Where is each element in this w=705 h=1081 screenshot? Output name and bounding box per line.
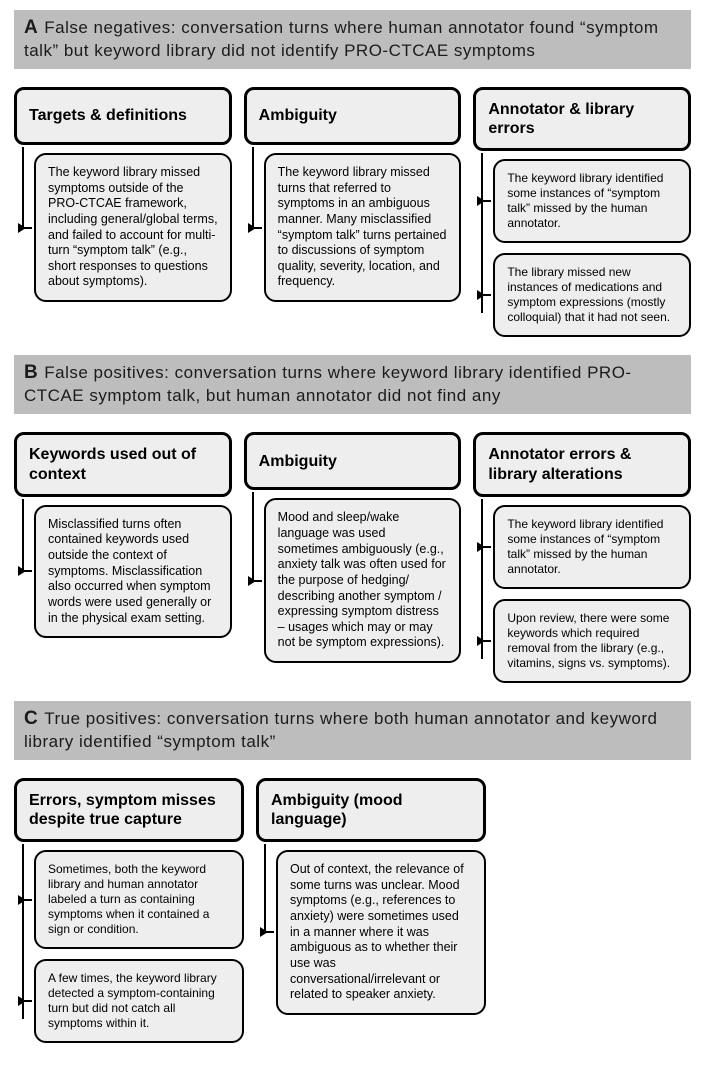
arrow-connector-icon [14, 505, 34, 638]
column: Keywords used out of context Misclassifie… [14, 432, 232, 682]
description-box: The keyword library missed symptoms outs… [34, 153, 232, 302]
column: Ambiguity (mood language) Out of context,… [256, 778, 486, 1043]
category-heading: Keywords used out of context [14, 432, 232, 496]
description-stack: The keyword library identified some inst… [473, 159, 691, 337]
description-box: Mood and sleep/wake language was used so… [264, 498, 462, 663]
section-lead-letter: B [24, 362, 38, 383]
description-box: Misclassified turns often contained keyw… [34, 505, 232, 638]
arrow-connector-icon [244, 498, 264, 663]
description-row: The keyword library missed turns that re… [244, 153, 462, 302]
column: Annotator errors & library alterations Th… [473, 432, 691, 682]
column: Errors, symptom misses despite true capt… [14, 778, 244, 1043]
description-box: Upon review, there were some keywords wh… [493, 599, 691, 683]
description-stack: Mood and sleep/wake language was used so… [244, 498, 462, 663]
category-heading: Errors, symptom misses despite true capt… [14, 778, 244, 842]
vertical-line [22, 844, 24, 1019]
vertical-line [481, 499, 483, 659]
category-heading: Ambiguity [244, 432, 462, 490]
columns-row: Keywords used out of context Misclassifie… [14, 432, 691, 682]
description-row: Mood and sleep/wake language was used so… [244, 498, 462, 663]
arrow-connector-icon [473, 159, 493, 243]
description-box: The keyword library missed turns that re… [264, 153, 462, 302]
description-row: Misclassified turns often contained keyw… [14, 505, 232, 638]
columns-row: Targets & definitions The keyword library… [14, 87, 691, 337]
arrow-connector-icon [256, 850, 276, 1015]
section-a: AFalse negatives: conversation turns whe… [14, 10, 691, 337]
column: Annotator & library errors The keyword li… [473, 87, 691, 337]
arrow-connector-icon [14, 850, 34, 949]
section-lead-letter: A [24, 17, 38, 38]
description-row: Sometimes, both the keyword library and … [14, 850, 244, 949]
arrow-connector-icon [14, 153, 34, 302]
section-header: AFalse negatives: conversation turns whe… [14, 10, 691, 69]
arrow-connector-icon [473, 505, 493, 589]
description-row: A few times, the keyword library detecte… [14, 959, 244, 1043]
description-row: The library missed new instances of medi… [473, 253, 691, 337]
column: Ambiguity Mood and sleep/wake language wa… [244, 432, 462, 682]
description-box: Sometimes, both the keyword library and … [34, 850, 244, 949]
description-row: The keyword library missed symptoms outs… [14, 153, 232, 302]
category-heading: Annotator errors & library alterations [473, 432, 691, 496]
column: Targets & definitions The keyword library… [14, 87, 232, 337]
category-heading: Ambiguity (mood language) [256, 778, 486, 842]
arrow-connector-icon [473, 253, 493, 337]
description-stack: Sometimes, both the keyword library and … [14, 850, 244, 1043]
arrow-connector-icon [244, 153, 264, 302]
description-stack: The keyword library identified some inst… [473, 505, 691, 683]
section-c: CTrue positives: conversation turns wher… [14, 701, 691, 1043]
description-row: Upon review, there were some keywords wh… [473, 599, 691, 683]
description-box: Out of context, the relevance of some tu… [276, 850, 486, 1015]
section-b: BFalse positives: conversation turns whe… [14, 355, 691, 682]
description-stack: The keyword library missed turns that re… [244, 153, 462, 302]
description-box: The keyword library identified some inst… [493, 159, 691, 243]
section-header: BFalse positives: conversation turns whe… [14, 355, 691, 414]
category-heading: Ambiguity [244, 87, 462, 145]
arrow-connector-icon [473, 599, 493, 683]
description-stack: Out of context, the relevance of some tu… [256, 850, 486, 1015]
description-row: The keyword library identified some inst… [473, 505, 691, 589]
section-title-text: False negatives: conversation turns wher… [24, 18, 659, 60]
columns-row: Errors, symptom misses despite true capt… [14, 778, 691, 1043]
category-heading: Targets & definitions [14, 87, 232, 145]
description-row: The keyword library identified some inst… [473, 159, 691, 243]
section-header: CTrue positives: conversation turns wher… [14, 701, 691, 760]
description-stack: The keyword library missed symptoms outs… [14, 153, 232, 302]
description-row: Out of context, the relevance of some tu… [256, 850, 486, 1015]
column: Ambiguity The keyword library missed turn… [244, 87, 462, 337]
description-box: A few times, the keyword library detecte… [34, 959, 244, 1043]
section-title-text: True positives: conversation turns where… [24, 709, 657, 751]
description-box: The keyword library identified some inst… [493, 505, 691, 589]
section-lead-letter: C [24, 708, 38, 729]
description-stack: Misclassified turns often contained keyw… [14, 505, 232, 638]
arrow-connector-icon [14, 959, 34, 1043]
vertical-line [481, 153, 483, 313]
category-heading: Annotator & library errors [473, 87, 691, 151]
description-box: The library missed new instances of medi… [493, 253, 691, 337]
section-title-text: False positives: conversation turns wher… [24, 363, 632, 405]
